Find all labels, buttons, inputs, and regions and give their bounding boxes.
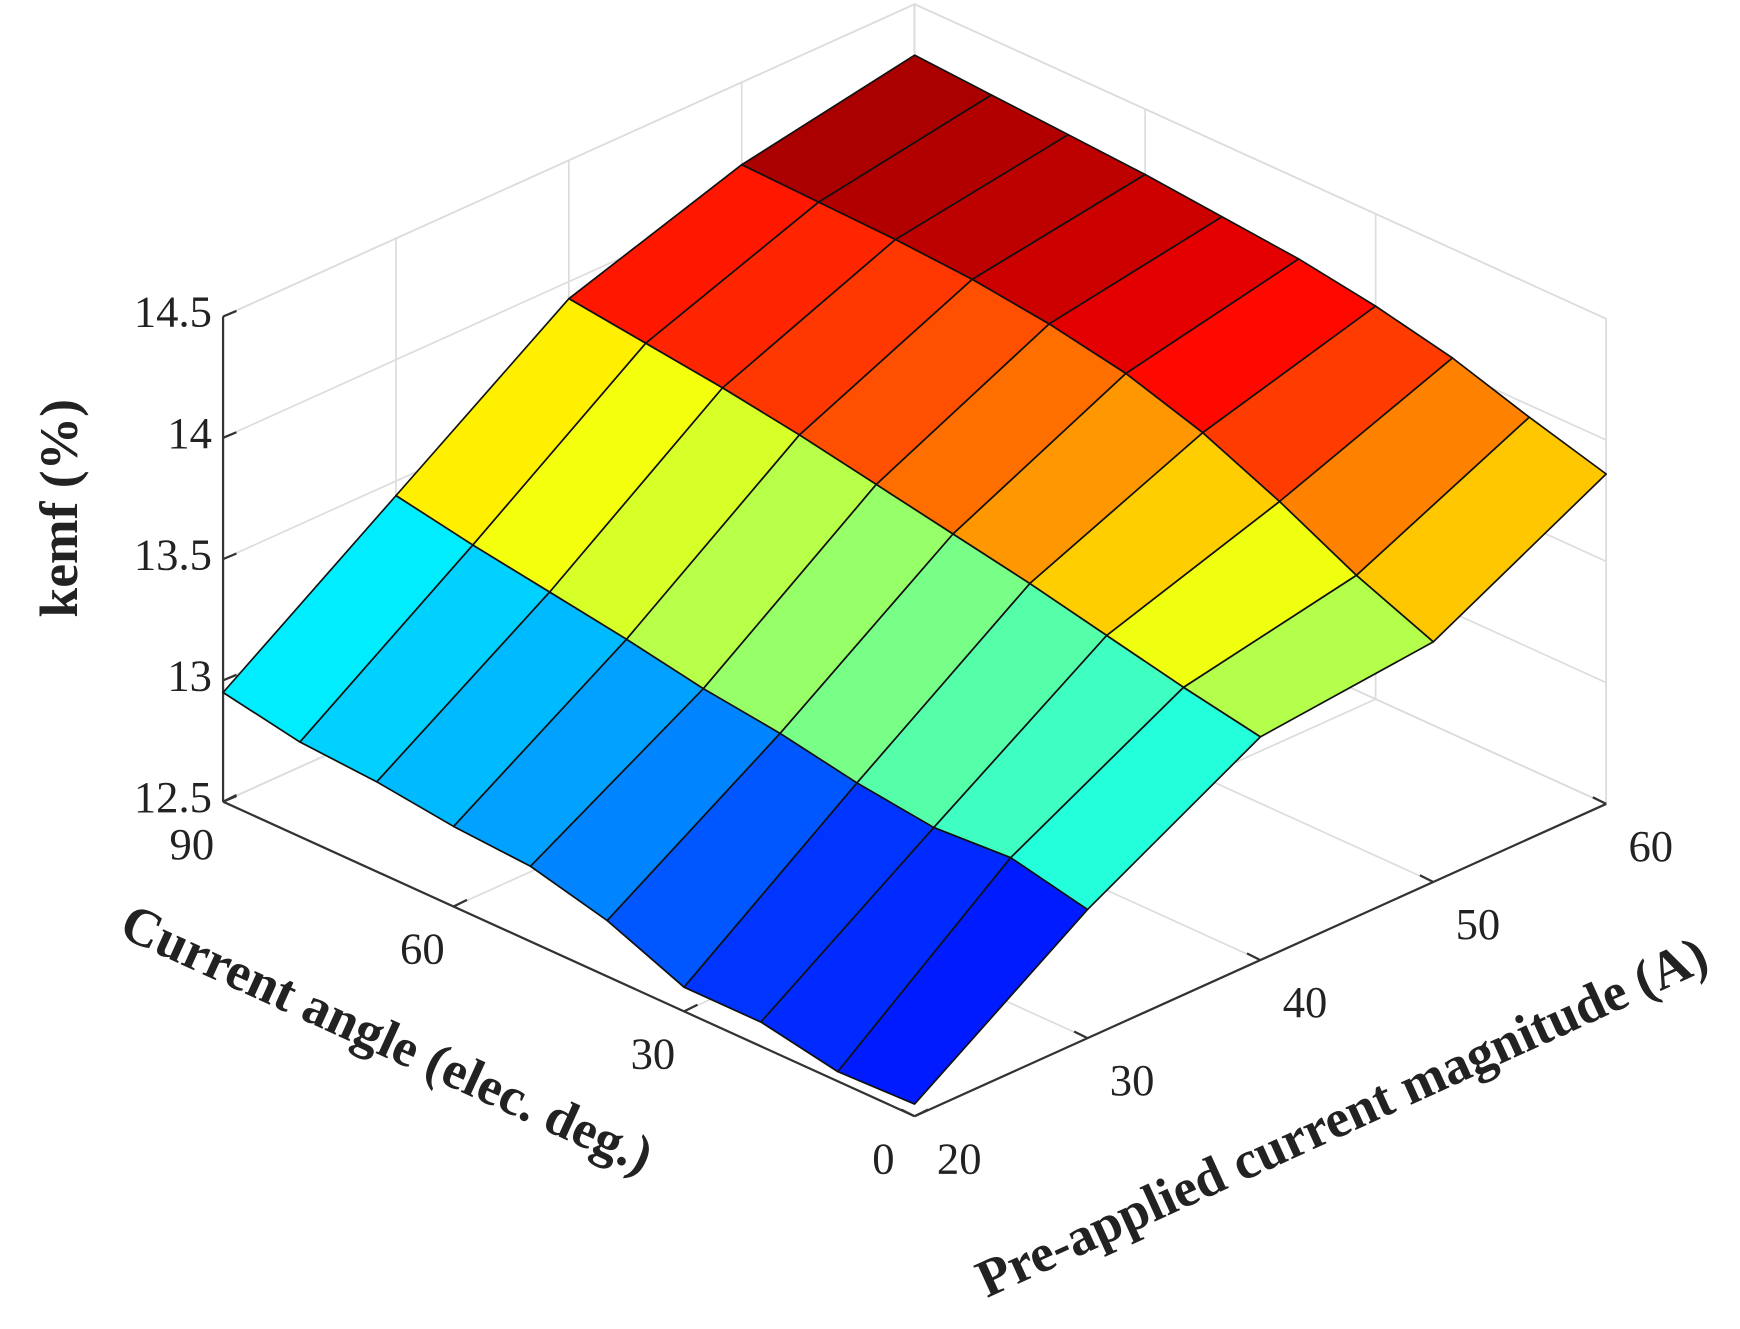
y-tick [900, 1108, 916, 1118]
x-tick-label: 30 [631, 1028, 676, 1078]
x-tick [914, 1108, 929, 1118]
y-tick [1073, 1030, 1088, 1040]
z-tick-label: 14.5 [134, 287, 212, 337]
y-tick-label: 40 [1283, 977, 1328, 1027]
y-tick [1246, 952, 1261, 962]
y-tick-label: 30 [1110, 1055, 1155, 1105]
surface-face [836, 856, 1089, 1105]
x-tick-label: 0 [872, 1133, 894, 1183]
axis-line [222, 800, 916, 1118]
y-tick-label: 60 [1628, 821, 1673, 871]
y-tick-label: 20 [937, 1133, 982, 1183]
z-tick-label: 13 [167, 651, 212, 701]
z-tick [222, 673, 237, 682]
z-tick [222, 309, 237, 318]
x-tick-label: 90 [170, 819, 215, 869]
plot: 12.5 13 13.5 14 14.5 0 30 60 90 20 30 40 50 60 [134, 2, 1673, 1183]
z-tick-label: 12.5 [134, 772, 212, 822]
z-tick-label: 13.5 [134, 529, 212, 579]
z-tick [222, 431, 237, 439]
x-axis-label: Current angle (elec. deg.) [112, 892, 662, 1186]
y-tick [1419, 874, 1434, 883]
y-tick-label: 50 [1456, 899, 1501, 949]
x-tick [683, 1003, 698, 1013]
y-axis-label: Pre-applied current magnitude (A) [967, 924, 1716, 1309]
z-axis-label: kemf (%) [29, 399, 89, 617]
y-tick [1592, 796, 1607, 805]
x-tick [222, 794, 237, 803]
x-tick [453, 898, 468, 908]
x-tick-label: 60 [400, 924, 445, 974]
z-tick-label: 14 [167, 408, 212, 458]
z-tick [222, 552, 237, 561]
grid-line [914, 3, 1607, 320]
